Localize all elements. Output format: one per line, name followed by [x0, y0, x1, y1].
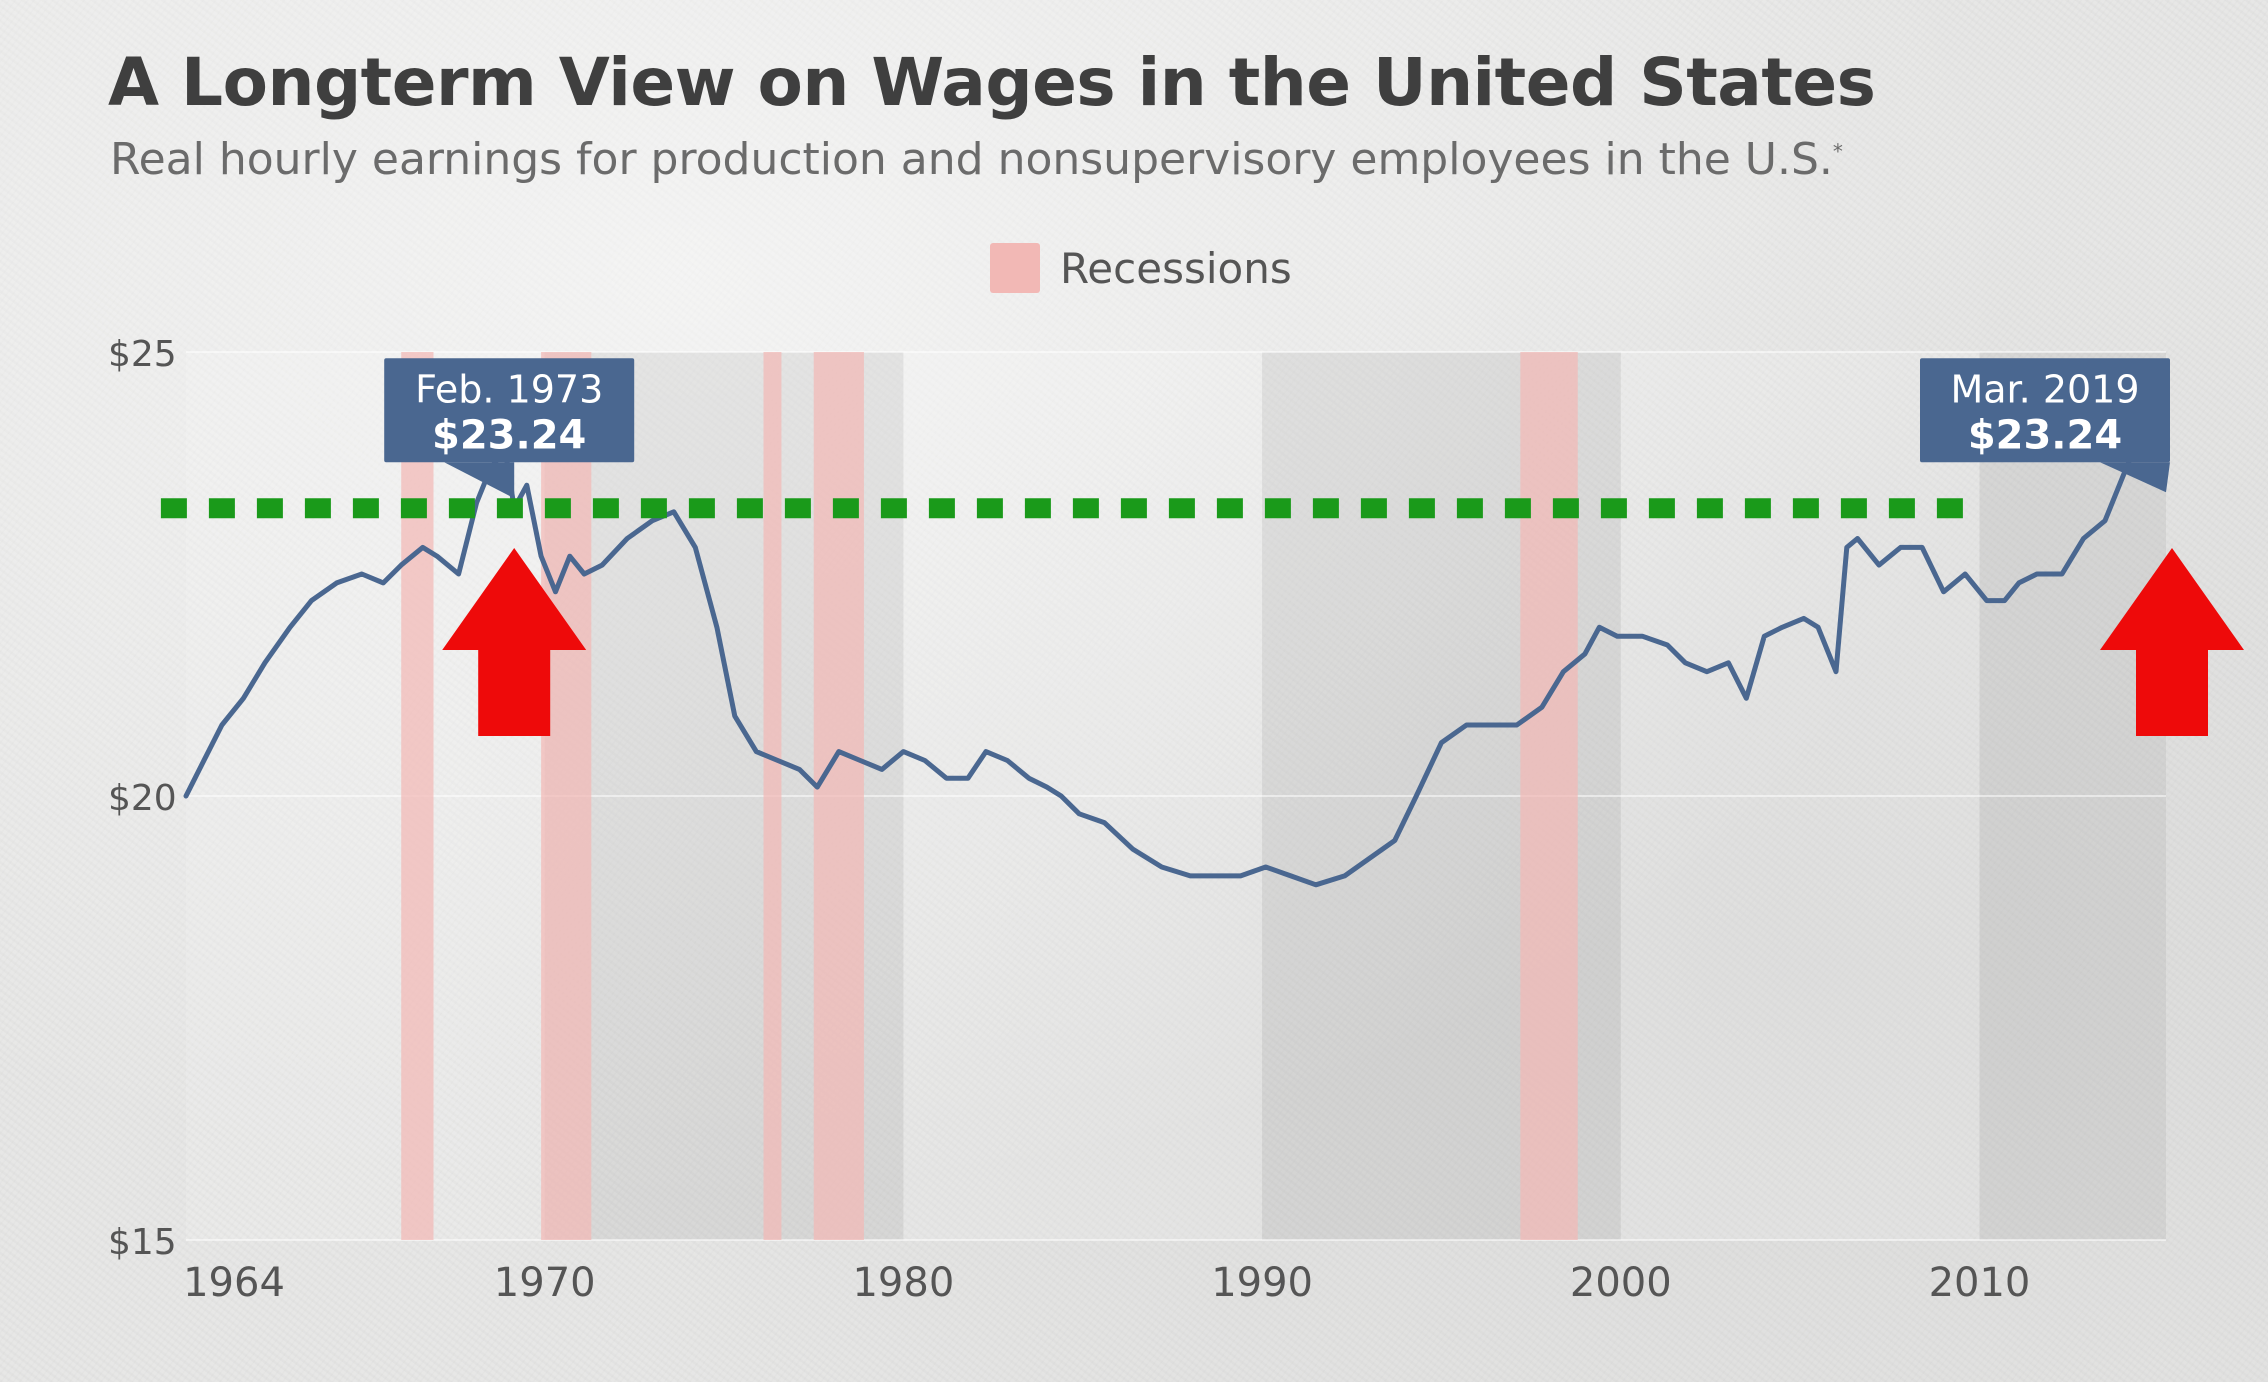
callout-pointer [2100, 462, 2170, 493]
callout-box [384, 358, 635, 463]
recession-band [1520, 352, 1578, 1240]
subtitle-footnote-mark: * [1832, 139, 1843, 164]
x-tick-label: 1970 [494, 1260, 596, 1306]
red-arrow-2019 [2100, 548, 2244, 736]
legend: Recessions [990, 243, 1292, 293]
callout-mar-2019: Mar. 2019$23.24 [1920, 358, 2170, 493]
x-axis-ticks: 1964 1970 1980 1990 2000 2010 [183, 1260, 2030, 1306]
x-tick-label: 1980 [852, 1260, 954, 1306]
callout-value: $23.24 [1968, 412, 2122, 458]
callout-date: Mar. 2019 [1950, 367, 2139, 411]
recession-band [763, 352, 782, 1240]
callout-feb-1973: Feb. 1973$23.24 [384, 358, 635, 499]
recession-band [541, 352, 592, 1240]
recession-band [813, 352, 864, 1240]
x-tick-label: 1990 [1211, 1260, 1313, 1306]
legend-label-recessions: Recessions [1060, 244, 1292, 293]
legend-swatch-recessions [990, 243, 1040, 293]
chart-title: A Longterm View on Wages in the United S… [108, 44, 1876, 121]
x-tick-label: 2010 [1929, 1260, 2031, 1306]
callout-date: Feb. 1973 [415, 367, 603, 411]
arrows [442, 548, 2244, 736]
callout-box [1920, 358, 2170, 463]
chart-subtitle-text: Real hourly earnings for production and … [110, 134, 1833, 185]
recession-band [401, 352, 434, 1240]
y-tick-label: $15 [108, 1222, 177, 1263]
y-tick-label: $25 [108, 334, 177, 375]
callout-value: $23.24 [432, 412, 586, 458]
callout-pointer [444, 462, 515, 499]
x-tick-label: 2000 [1570, 1260, 1672, 1306]
x-tick-label: 1964 [183, 1260, 285, 1306]
chart-subtitle: Real hourly earnings for production and … [110, 134, 1843, 185]
red-arrow-1973 [442, 548, 587, 736]
y-axis-ticks: $15 $20 $25 [108, 334, 177, 1263]
gridlines [186, 351, 2166, 1241]
y-tick-label: $20 [108, 778, 177, 819]
